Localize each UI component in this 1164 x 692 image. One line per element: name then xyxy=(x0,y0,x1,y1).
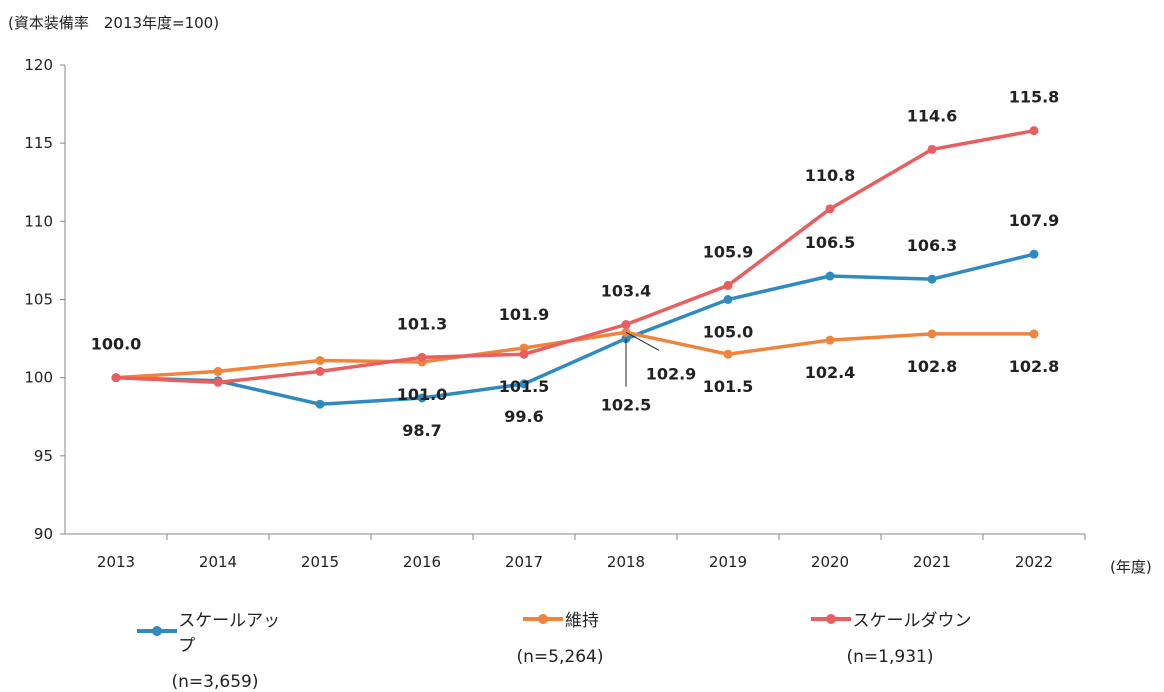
data-label: 107.9 xyxy=(1009,211,1060,230)
data-point xyxy=(621,320,631,330)
x-tick-label: 2015 xyxy=(301,553,339,571)
data-label: 101.0 xyxy=(397,385,448,404)
data-point xyxy=(825,335,835,345)
data-label: 114.6 xyxy=(907,106,958,125)
data-label: 115.8 xyxy=(1009,88,1060,107)
data-label: 100.0 xyxy=(91,335,142,354)
y-axis-label: (資本装備率 2013年度=100) xyxy=(8,14,220,32)
data-point xyxy=(1029,249,1039,259)
legend-item-scaledown: スケールダウン (n=1,931) xyxy=(800,606,980,667)
data-point xyxy=(213,377,223,387)
x-tick-label: 2013 xyxy=(97,553,135,571)
y-tick-label: 90 xyxy=(34,525,53,543)
data-point xyxy=(927,329,937,339)
data-point xyxy=(519,379,529,389)
data-point xyxy=(519,349,529,359)
data-point xyxy=(927,274,937,284)
legend-label: スケールダウン xyxy=(852,611,972,631)
data-point xyxy=(519,343,529,353)
y-tick-label: 120 xyxy=(24,56,53,74)
x-tick-label: 2022 xyxy=(1015,553,1053,571)
series-line-2 xyxy=(115,128,1035,385)
data-label: 106.5 xyxy=(805,233,856,252)
legend-label: スケールアップ xyxy=(178,611,281,656)
data-label: 102.5 xyxy=(601,396,652,415)
x-tick-label: 2021 xyxy=(913,553,951,571)
data-point xyxy=(111,373,121,383)
legend-item-maintain: 維持 (n=5,264) xyxy=(505,606,615,667)
data-label: 101.5 xyxy=(499,377,550,396)
plot-area: 90 95 100 105 110 115 120 2013 2014 2015 2016 2017 2… xyxy=(24,56,1152,576)
data-point xyxy=(723,349,733,359)
y-tick-label: 95 xyxy=(34,447,53,465)
data-label: 110.8 xyxy=(805,166,856,185)
legend-count: (n=3,659) xyxy=(171,672,259,692)
data-label: 102.4 xyxy=(805,363,856,382)
x-tick-label: 2019 xyxy=(709,553,747,571)
data-point xyxy=(723,295,733,304)
data-point xyxy=(825,271,835,281)
legend-marker xyxy=(810,613,851,624)
y-tick-label: 110 xyxy=(24,212,53,230)
x-tick-label: 2017 xyxy=(505,553,543,571)
data-label: 99.6 xyxy=(504,407,543,426)
data-label: 102.8 xyxy=(1009,357,1060,376)
data-label: 102.9 xyxy=(646,364,697,383)
data-label: 105.0 xyxy=(703,323,754,342)
data-label: 106.3 xyxy=(907,236,958,255)
legend-count: (n=5,264) xyxy=(516,647,604,667)
data-label: 102.8 xyxy=(907,357,958,376)
legend-label: 維持 xyxy=(565,611,599,631)
data-label: 103.4 xyxy=(601,282,652,301)
legend-count: (n=1,931) xyxy=(846,647,934,667)
x-tick-label: 2018 xyxy=(607,553,645,571)
data-point xyxy=(315,355,325,365)
legend-item-scaleup: スケールアップ (n=3,659) xyxy=(135,606,295,692)
data-label: 101.5 xyxy=(703,377,754,396)
data-point xyxy=(723,280,733,290)
x-axis-unit: (年度) xyxy=(1110,558,1152,576)
data-point xyxy=(213,366,223,376)
data-point xyxy=(315,366,325,376)
leader-line xyxy=(625,331,660,351)
data-label: 105.9 xyxy=(703,242,754,261)
x-tick-label: 2016 xyxy=(403,553,441,571)
data-point xyxy=(417,352,427,362)
x-tick-label: 2020 xyxy=(811,553,849,571)
data-point xyxy=(1029,329,1039,339)
data-point xyxy=(1029,126,1039,136)
data-label: 101.9 xyxy=(499,305,550,324)
y-tick-label: 105 xyxy=(24,291,53,309)
data-point xyxy=(315,399,325,409)
legend-marker xyxy=(523,613,563,624)
data-point xyxy=(417,393,427,403)
data-point xyxy=(825,204,835,214)
data-label: 98.7 xyxy=(402,421,441,440)
y-tick-label: 100 xyxy=(24,369,53,387)
x-tick-label: 2014 xyxy=(199,553,237,571)
data-point xyxy=(927,144,937,154)
y-tick-label: 115 xyxy=(24,134,53,152)
series-line-0 xyxy=(115,252,1035,407)
data-label: 101.3 xyxy=(397,314,448,333)
chart: (資本装備率 2013年度=100) 90 95 100 105 110 115 120 20… xyxy=(8,14,1152,692)
legend-marker xyxy=(137,626,177,636)
